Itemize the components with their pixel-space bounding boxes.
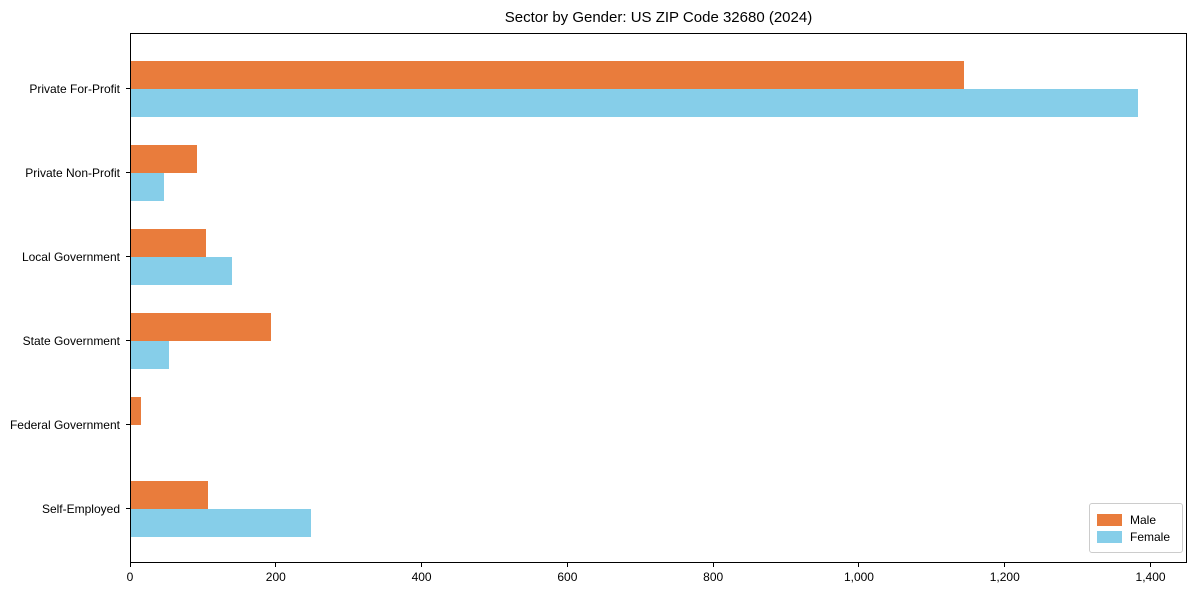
x-tick-label: 1,400	[1135, 570, 1166, 584]
y-tick	[126, 172, 130, 174]
bar-female-0	[131, 88, 1138, 117]
bar-male-0	[131, 60, 965, 89]
y-tick	[126, 508, 130, 510]
y-tick-label: Self-Employed	[41, 501, 120, 516]
bar-female-3	[131, 340, 169, 369]
bar-male-4	[131, 396, 142, 425]
y-tick	[126, 88, 130, 90]
legend-swatch-female	[1097, 530, 1122, 543]
plot-area	[130, 33, 1187, 563]
x-tick	[1150, 563, 1152, 567]
y-tick	[126, 340, 130, 342]
legend-entry-male: Male	[1097, 511, 1174, 528]
y-tick-label: Private Non-Profit	[25, 165, 120, 180]
x-tick	[712, 563, 714, 567]
y-tick-label: Local Government	[21, 249, 120, 264]
x-tick	[129, 563, 131, 567]
x-tick	[421, 563, 423, 567]
x-tick-label: 800	[703, 570, 724, 584]
bar-male-3	[131, 312, 271, 341]
bar-female-1	[131, 172, 164, 201]
bar-female-2	[131, 256, 233, 285]
x-tick-label: 600	[557, 570, 578, 584]
legend-entry-female: Female	[1097, 528, 1174, 545]
x-tick	[1004, 563, 1006, 567]
y-tick	[126, 256, 130, 258]
y-tick-label: Private For-Profit	[29, 81, 120, 96]
bar-male-2	[131, 228, 207, 257]
legend-label-male: Male	[1130, 512, 1157, 527]
x-tick-label: 0	[126, 570, 134, 584]
bar-female-5	[131, 508, 312, 537]
x-tick-label: 1,200	[989, 570, 1020, 584]
legend: Male Female	[1089, 503, 1183, 553]
legend-swatch-male	[1097, 513, 1122, 526]
x-tick	[566, 563, 568, 567]
bar-male-1	[131, 144, 197, 173]
chart-title: Sector by Gender: US ZIP Code 32680 (202…	[504, 9, 813, 26]
y-tick-label: State Government	[22, 333, 120, 348]
bar-male-5	[131, 480, 208, 509]
x-tick	[858, 563, 860, 567]
x-tick	[275, 563, 277, 567]
x-tick-label: 1,000	[843, 570, 874, 584]
y-tick	[126, 424, 130, 426]
x-tick-label: 400	[411, 570, 432, 584]
x-tick-label: 200	[265, 570, 286, 584]
legend-label-female: Female	[1130, 529, 1171, 544]
y-tick-label: Federal Government	[9, 417, 120, 432]
